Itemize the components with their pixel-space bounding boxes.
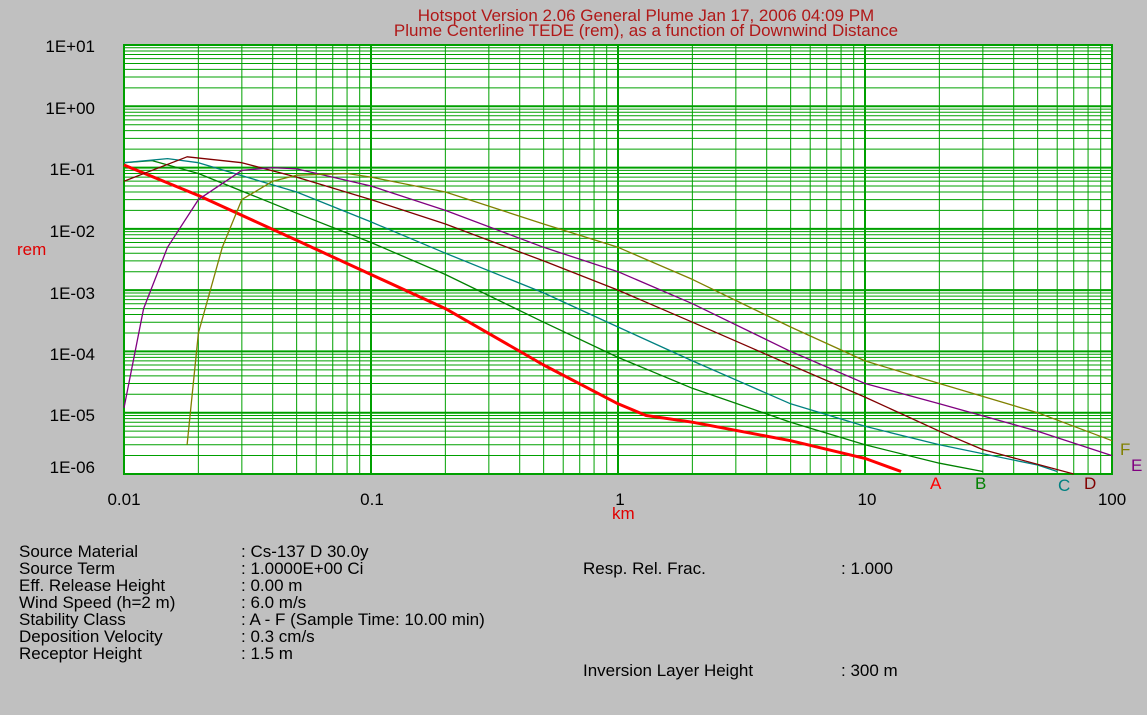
series-line-f bbox=[186, 172, 1113, 445]
y-tick-label: 1E+01 bbox=[45, 37, 95, 56]
y-axis-label: rem bbox=[17, 240, 47, 259]
series-line-c bbox=[123, 157, 1058, 473]
x-tick-label: 1 bbox=[615, 490, 625, 509]
series-line-a bbox=[123, 163, 902, 473]
series-label-c: C bbox=[1058, 476, 1071, 495]
resp-rel-frac-value: : 1.000 bbox=[841, 559, 893, 578]
series-line-b bbox=[123, 159, 983, 473]
info-values-column: : Cs-137 D 30.0y : 1.0000E+00 Ci : 0.00 … bbox=[241, 543, 485, 662]
info-value: : Cs-137 D 30.0y bbox=[241, 542, 369, 561]
chart-title-line1: Hotspot Version 2.06 General Plume Jan 1… bbox=[417, 6, 875, 25]
x-tick-label: 0.1 bbox=[360, 490, 384, 509]
info-label: Eff. Release Height bbox=[19, 576, 166, 595]
info-labels-column: Source Material Source Term Eff. Release… bbox=[19, 543, 175, 662]
series-label-f: F bbox=[1120, 440, 1131, 459]
inversion-height-value: : 300 m bbox=[841, 661, 898, 680]
y-tick-label: 1E-03 bbox=[49, 284, 95, 303]
info-label: Source Material bbox=[19, 542, 139, 561]
y-tick-label: 1E-02 bbox=[49, 222, 95, 241]
info-label: Receptor Height bbox=[19, 644, 142, 663]
y-tick-label: 1E+00 bbox=[45, 99, 95, 118]
series-label-d: D bbox=[1084, 474, 1097, 493]
info-value: : 0.3 cm/s bbox=[241, 627, 315, 646]
info-label: Source Term bbox=[19, 559, 116, 578]
x-axis-label: km bbox=[612, 504, 635, 523]
y-tick-label: 1E-04 bbox=[49, 345, 95, 364]
resp-rel-frac-label: Resp. Rel. Frac. bbox=[583, 559, 706, 578]
info-label: Wind Speed (h=2 m) bbox=[19, 593, 176, 612]
info-value: : 6.0 m/s bbox=[241, 593, 307, 612]
plot-frame bbox=[123, 44, 1113, 475]
chart-title-line2: Plume Centerline TEDE (rem), as a functi… bbox=[393, 21, 899, 40]
x-tick-label: 100 bbox=[1097, 490, 1127, 509]
info-value: : 0.00 m bbox=[241, 576, 303, 595]
y-tick-label: 1E-05 bbox=[49, 406, 95, 425]
info-label: Stability Class bbox=[19, 610, 126, 629]
info-label: Deposition Velocity bbox=[19, 627, 163, 646]
x-tick-label: 0.01 bbox=[107, 490, 141, 509]
series-line-d bbox=[123, 156, 1074, 475]
inversion-height-label: Inversion Layer Height bbox=[583, 661, 754, 680]
series-label-a: A bbox=[930, 474, 942, 493]
info-value: : A - F (Sample Time: 10.00 min) bbox=[241, 610, 485, 629]
series-label-b: B bbox=[975, 474, 987, 493]
y-tick-label: 1E-01 bbox=[49, 160, 95, 179]
info-value: : 1.0000E+00 Ci bbox=[241, 559, 364, 578]
series-label-e: E bbox=[1131, 456, 1143, 475]
y-tick-label: 1E-06 bbox=[49, 458, 95, 477]
info-value: : 1.5 m bbox=[241, 644, 293, 663]
series-line-e bbox=[123, 166, 1113, 457]
x-tick-label: 10 bbox=[857, 490, 877, 509]
